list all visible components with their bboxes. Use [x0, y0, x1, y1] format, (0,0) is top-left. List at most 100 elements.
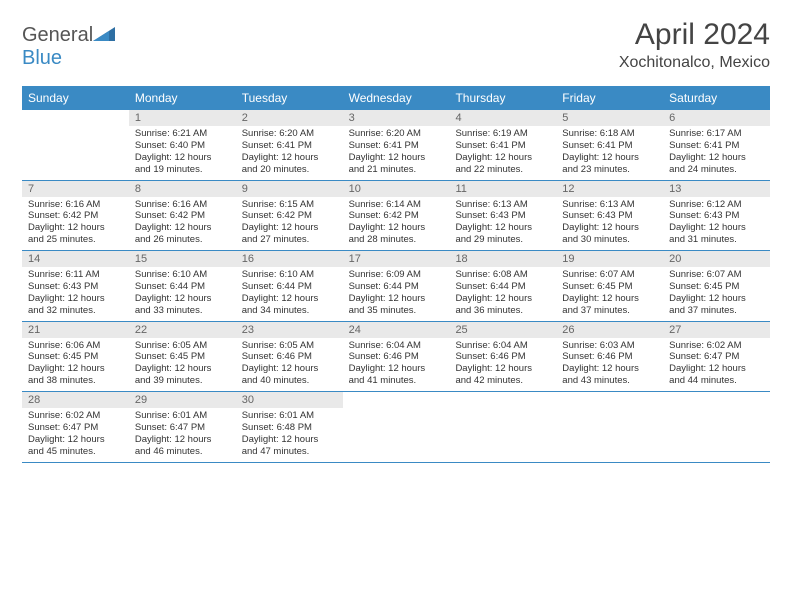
sunset-text: Sunset: 6:43 PM	[669, 210, 764, 222]
dayhead-sun: Sunday	[22, 86, 129, 110]
day-info: Sunrise: 6:21 AMSunset: 6:40 PMDaylight:…	[129, 126, 236, 180]
week-row: 1Sunrise: 6:21 AMSunset: 6:40 PMDaylight…	[22, 110, 770, 181]
day-number: 11	[449, 181, 556, 197]
sunrise-text: Sunrise: 6:20 AM	[349, 128, 444, 140]
logo-text-1: General	[22, 24, 93, 46]
day-number: 21	[22, 322, 129, 338]
day-info: Sunrise: 6:08 AMSunset: 6:44 PMDaylight:…	[449, 267, 556, 321]
sunrise-text: Sunrise: 6:07 AM	[562, 269, 657, 281]
sunrise-text: Sunrise: 6:17 AM	[669, 128, 764, 140]
day-cell: 23Sunrise: 6:05 AMSunset: 6:46 PMDayligh…	[236, 322, 343, 392]
day-info: Sunrise: 6:01 AMSunset: 6:47 PMDaylight:…	[129, 408, 236, 462]
daylight-text: Daylight: 12 hours and 27 minutes.	[242, 222, 337, 246]
day-cell	[556, 392, 663, 462]
day-info: Sunrise: 6:04 AMSunset: 6:46 PMDaylight:…	[449, 338, 556, 392]
day-number: 22	[129, 322, 236, 338]
day-cell: 22Sunrise: 6:05 AMSunset: 6:45 PMDayligh…	[129, 322, 236, 392]
day-number: 28	[22, 392, 129, 408]
day-cell: 16Sunrise: 6:10 AMSunset: 6:44 PMDayligh…	[236, 251, 343, 321]
sunset-text: Sunset: 6:41 PM	[562, 140, 657, 152]
day-info: Sunrise: 6:20 AMSunset: 6:41 PMDaylight:…	[236, 126, 343, 180]
daylight-text: Daylight: 12 hours and 37 minutes.	[562, 293, 657, 317]
calendar: Sunday Monday Tuesday Wednesday Thursday…	[22, 86, 770, 463]
daylight-text: Daylight: 12 hours and 24 minutes.	[669, 152, 764, 176]
daylight-text: Daylight: 12 hours and 34 minutes.	[242, 293, 337, 317]
day-info: Sunrise: 6:17 AMSunset: 6:41 PMDaylight:…	[663, 126, 770, 180]
day-number: 24	[343, 322, 450, 338]
day-number: 29	[129, 392, 236, 408]
day-cell: 9Sunrise: 6:15 AMSunset: 6:42 PMDaylight…	[236, 181, 343, 251]
day-cell: 17Sunrise: 6:09 AMSunset: 6:44 PMDayligh…	[343, 251, 450, 321]
day-number: 16	[236, 251, 343, 267]
calendar-body: 1Sunrise: 6:21 AMSunset: 6:40 PMDaylight…	[22, 110, 770, 463]
day-number	[449, 392, 556, 396]
logo-text-2: Blue	[22, 47, 62, 69]
day-info: Sunrise: 6:14 AMSunset: 6:42 PMDaylight:…	[343, 197, 450, 251]
daylight-text: Daylight: 12 hours and 19 minutes.	[135, 152, 230, 176]
day-info: Sunrise: 6:12 AMSunset: 6:43 PMDaylight:…	[663, 197, 770, 251]
sunrise-text: Sunrise: 6:05 AM	[242, 340, 337, 352]
day-cell	[449, 392, 556, 462]
day-cell	[343, 392, 450, 462]
sunset-text: Sunset: 6:43 PM	[28, 281, 123, 293]
day-number: 17	[343, 251, 450, 267]
sunset-text: Sunset: 6:44 PM	[455, 281, 550, 293]
day-number: 20	[663, 251, 770, 267]
sunset-text: Sunset: 6:46 PM	[242, 351, 337, 363]
sunrise-text: Sunrise: 6:04 AM	[455, 340, 550, 352]
day-info: Sunrise: 6:06 AMSunset: 6:45 PMDaylight:…	[22, 338, 129, 392]
sunrise-text: Sunrise: 6:02 AM	[28, 410, 123, 422]
day-cell: 8Sunrise: 6:16 AMSunset: 6:42 PMDaylight…	[129, 181, 236, 251]
day-cell	[22, 110, 129, 180]
day-number	[343, 392, 450, 396]
sunset-text: Sunset: 6:40 PM	[135, 140, 230, 152]
day-number: 23	[236, 322, 343, 338]
day-info: Sunrise: 6:07 AMSunset: 6:45 PMDaylight:…	[556, 267, 663, 321]
day-number: 7	[22, 181, 129, 197]
sunrise-text: Sunrise: 6:16 AM	[135, 199, 230, 211]
page-title: April 2024	[619, 18, 770, 52]
dayhead-sat: Saturday	[663, 86, 770, 110]
daylight-text: Daylight: 12 hours and 43 minutes.	[562, 363, 657, 387]
sunrise-text: Sunrise: 6:11 AM	[28, 269, 123, 281]
sunrise-text: Sunrise: 6:05 AM	[135, 340, 230, 352]
day-info: Sunrise: 6:20 AMSunset: 6:41 PMDaylight:…	[343, 126, 450, 180]
sunset-text: Sunset: 6:41 PM	[349, 140, 444, 152]
logo-text: General Blue	[22, 24, 115, 70]
day-info: Sunrise: 6:05 AMSunset: 6:46 PMDaylight:…	[236, 338, 343, 392]
day-number: 6	[663, 110, 770, 126]
daylight-text: Daylight: 12 hours and 26 minutes.	[135, 222, 230, 246]
daylight-text: Daylight: 12 hours and 42 minutes.	[455, 363, 550, 387]
day-cell: 29Sunrise: 6:01 AMSunset: 6:47 PMDayligh…	[129, 392, 236, 462]
day-cell: 26Sunrise: 6:03 AMSunset: 6:46 PMDayligh…	[556, 322, 663, 392]
sunrise-text: Sunrise: 6:13 AM	[455, 199, 550, 211]
day-info: Sunrise: 6:15 AMSunset: 6:42 PMDaylight:…	[236, 197, 343, 251]
day-number: 3	[343, 110, 450, 126]
sunrise-text: Sunrise: 6:10 AM	[135, 269, 230, 281]
day-number: 1	[129, 110, 236, 126]
day-cell: 24Sunrise: 6:04 AMSunset: 6:46 PMDayligh…	[343, 322, 450, 392]
day-info: Sunrise: 6:07 AMSunset: 6:45 PMDaylight:…	[663, 267, 770, 321]
day-info: Sunrise: 6:16 AMSunset: 6:42 PMDaylight:…	[22, 197, 129, 251]
daylight-text: Daylight: 12 hours and 35 minutes.	[349, 293, 444, 317]
day-info: Sunrise: 6:10 AMSunset: 6:44 PMDaylight:…	[129, 267, 236, 321]
day-info: Sunrise: 6:10 AMSunset: 6:44 PMDaylight:…	[236, 267, 343, 321]
day-cell: 6Sunrise: 6:17 AMSunset: 6:41 PMDaylight…	[663, 110, 770, 180]
daylight-text: Daylight: 12 hours and 21 minutes.	[349, 152, 444, 176]
day-cell: 10Sunrise: 6:14 AMSunset: 6:42 PMDayligh…	[343, 181, 450, 251]
day-cell: 7Sunrise: 6:16 AMSunset: 6:42 PMDaylight…	[22, 181, 129, 251]
day-info: Sunrise: 6:02 AMSunset: 6:47 PMDaylight:…	[663, 338, 770, 392]
day-info: Sunrise: 6:19 AMSunset: 6:41 PMDaylight:…	[449, 126, 556, 180]
day-cell: 5Sunrise: 6:18 AMSunset: 6:41 PMDaylight…	[556, 110, 663, 180]
sunset-text: Sunset: 6:44 PM	[242, 281, 337, 293]
week-row: 7Sunrise: 6:16 AMSunset: 6:42 PMDaylight…	[22, 181, 770, 252]
day-cell: 21Sunrise: 6:06 AMSunset: 6:45 PMDayligh…	[22, 322, 129, 392]
sunset-text: Sunset: 6:42 PM	[349, 210, 444, 222]
day-number: 12	[556, 181, 663, 197]
day-cell: 3Sunrise: 6:20 AMSunset: 6:41 PMDaylight…	[343, 110, 450, 180]
sunset-text: Sunset: 6:45 PM	[669, 281, 764, 293]
sunrise-text: Sunrise: 6:15 AM	[242, 199, 337, 211]
day-number: 19	[556, 251, 663, 267]
day-number: 4	[449, 110, 556, 126]
sunrise-text: Sunrise: 6:03 AM	[562, 340, 657, 352]
